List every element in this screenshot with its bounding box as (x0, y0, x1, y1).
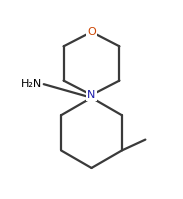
Text: N: N (87, 90, 96, 100)
Text: O: O (87, 27, 96, 37)
Text: H₂N: H₂N (21, 79, 42, 89)
